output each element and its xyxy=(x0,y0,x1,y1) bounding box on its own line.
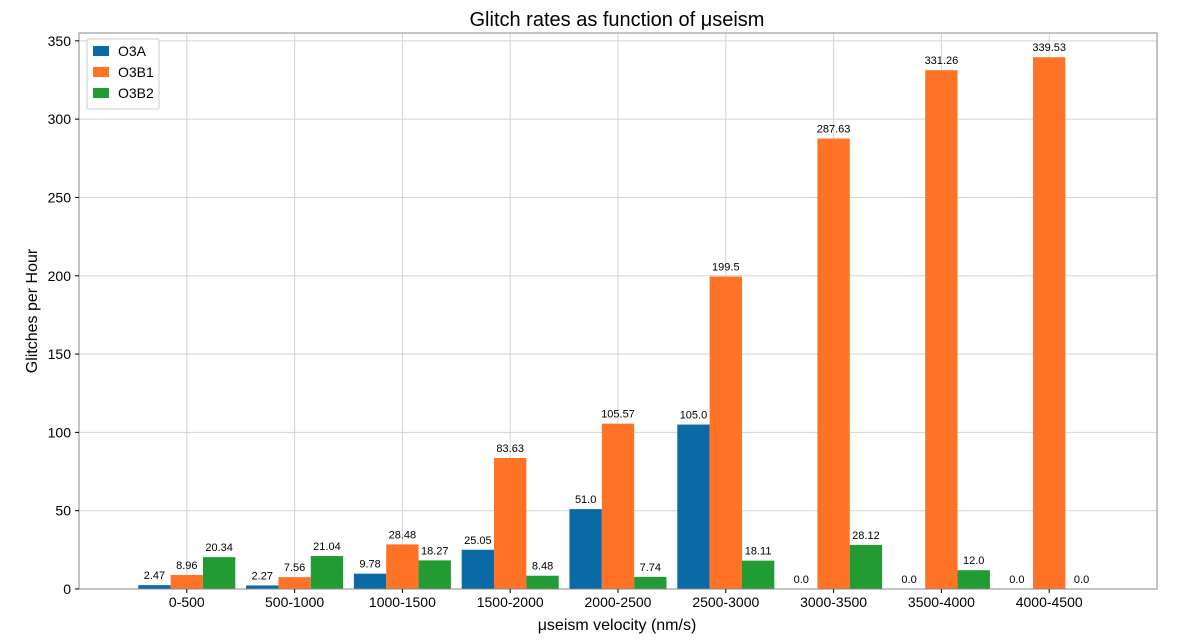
x-tick-label: 0-500 xyxy=(169,594,205,610)
legend-label: O3A xyxy=(118,43,147,59)
data-label-o3b2: 7.74 xyxy=(640,562,661,574)
data-label-o3b1: 339.53 xyxy=(1032,42,1066,54)
y-tick-label: 150 xyxy=(48,346,72,362)
bar-o3b1-4000-4500 xyxy=(1033,57,1066,590)
data-label-o3a: 0.0 xyxy=(794,574,809,586)
chart-title: Glitch rates as function of μseism xyxy=(470,9,765,31)
data-label-o3a: 9.78 xyxy=(359,559,380,571)
x-tick-label: 1500-2000 xyxy=(477,594,544,610)
y-tick-label: 250 xyxy=(48,189,72,205)
bar-o3b1-500-1000 xyxy=(278,577,311,589)
legend: O3A O3B1 O3B2 xyxy=(86,38,160,110)
bar-o3a-1000-1500 xyxy=(353,573,387,589)
y-tick-label: 350 xyxy=(48,33,72,49)
data-label-o3b1: 199.5 xyxy=(712,262,740,274)
x-tick-label: 2000-2500 xyxy=(585,594,652,610)
data-label-o3b2: 20.34 xyxy=(205,542,233,554)
data-label-o3b1: 7.56 xyxy=(284,562,305,574)
bar-o3b1-3500-4000 xyxy=(925,70,958,589)
bar-o3b2-3000-3500 xyxy=(849,544,883,589)
x-tick-label: 4000-4500 xyxy=(1016,594,1083,610)
data-label-o3b1: 8.96 xyxy=(176,560,197,572)
legend-swatch xyxy=(93,67,109,77)
data-label-o3a: 105.0 xyxy=(680,410,708,422)
bar-o3b1-2000-2500 xyxy=(601,423,635,589)
data-label-o3b2: 8.48 xyxy=(532,561,553,573)
bar-o3a-500-1000 xyxy=(246,585,279,589)
x-tick-label: 3000-3500 xyxy=(800,594,867,610)
x-tick-label: 1000-1500 xyxy=(369,594,436,610)
bar-o3a-0-500 xyxy=(138,585,171,589)
bar-o3b2-500-1000 xyxy=(310,556,344,589)
bar-o3a-2500-3000 xyxy=(677,424,710,589)
data-label-o3a: 2.47 xyxy=(144,570,165,582)
legend-label: O3B1 xyxy=(118,64,154,80)
legend-swatch xyxy=(93,46,109,56)
bar-o3b1-3000-3500 xyxy=(817,138,850,589)
bar-o3b1-1000-1500 xyxy=(386,544,419,589)
data-label-o3a: 0.0 xyxy=(1009,574,1024,586)
data-label-o3b2: 12.0 xyxy=(963,555,984,567)
data-label-o3a: 25.05 xyxy=(464,535,492,547)
data-label-o3b2: 21.04 xyxy=(313,541,341,553)
bars xyxy=(138,57,1066,590)
y-tick-label: 50 xyxy=(55,503,71,519)
data-label-o3b2: 18.11 xyxy=(745,546,772,558)
legend-swatch xyxy=(93,88,109,98)
bar-o3b2-3500-4000 xyxy=(957,570,990,589)
data-label-o3a: 51.0 xyxy=(575,494,596,506)
y-axis-ticks: 0 50 100 150 200 250 300 350 xyxy=(48,33,79,597)
data-label-o3a: 2.27 xyxy=(252,570,273,582)
bar-o3b2-2500-3000 xyxy=(741,560,775,589)
data-label-o3b2: 18.27 xyxy=(421,545,449,557)
y-tick-label: 300 xyxy=(48,111,72,127)
bar-o3b2-1500-2000 xyxy=(526,575,559,589)
data-label-o3b2: 28.12 xyxy=(852,530,880,542)
bar-o3a-2000-2500 xyxy=(569,509,602,589)
legend-label: O3B2 xyxy=(118,85,154,101)
x-axis-title: μseism velocity (nm/s) xyxy=(538,617,697,634)
data-labels: 2.47 2.27 9.78 25.05 51.0 105.0 0.0 0.0 0.0 8.96 7… xyxy=(144,42,1089,586)
data-label-o3a: 0.0 xyxy=(901,574,916,586)
bar-o3b1-1500-2000 xyxy=(494,458,527,589)
x-tick-label: 2500-3000 xyxy=(692,594,759,610)
data-label-o3b1: 287.63 xyxy=(817,124,851,136)
bar-o3b1-2500-3000 xyxy=(709,276,742,589)
y-axis-title: Glitches per Hour xyxy=(24,248,41,373)
y-tick-label: 200 xyxy=(48,268,72,284)
x-tick-label: 3500-4000 xyxy=(908,594,975,610)
data-label-o3b1: 331.26 xyxy=(925,55,959,67)
bar-o3b2-0-500 xyxy=(202,557,236,589)
data-label-o3b1: 83.63 xyxy=(496,443,524,455)
data-label-o3b1: 105.57 xyxy=(601,409,635,421)
bar-o3b1-0-500 xyxy=(170,574,203,589)
x-tick-label: 500-1000 xyxy=(265,594,324,610)
bar-o3b2-1000-1500 xyxy=(418,560,451,589)
x-axis-ticks: 0-500 500-1000 1000-1500 1500-2000 2000-2500… xyxy=(169,589,1083,610)
data-label-o3b1: 28.48 xyxy=(389,529,417,541)
y-tick-label: 100 xyxy=(48,424,72,440)
y-tick-label: 0 xyxy=(63,581,71,597)
data-label-o3b2: 0.0 xyxy=(1074,574,1089,586)
bar-o3a-1500-2000 xyxy=(461,549,495,589)
bar-o3b2-2000-2500 xyxy=(634,576,667,589)
